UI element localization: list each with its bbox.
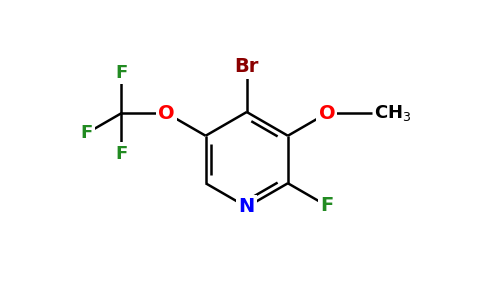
- Text: O: O: [158, 104, 175, 123]
- Text: F: F: [115, 64, 128, 82]
- Text: N: N: [239, 197, 255, 217]
- Text: F: F: [115, 145, 128, 163]
- Text: F: F: [80, 124, 92, 142]
- Text: CH$_3$: CH$_3$: [375, 103, 412, 123]
- Text: F: F: [320, 196, 333, 215]
- Text: O: O: [318, 104, 335, 123]
- Text: Br: Br: [235, 57, 259, 76]
